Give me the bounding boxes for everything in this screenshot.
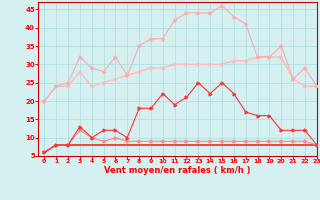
X-axis label: Vent moyen/en rafales ( km/h ): Vent moyen/en rafales ( km/h ) — [104, 166, 251, 175]
